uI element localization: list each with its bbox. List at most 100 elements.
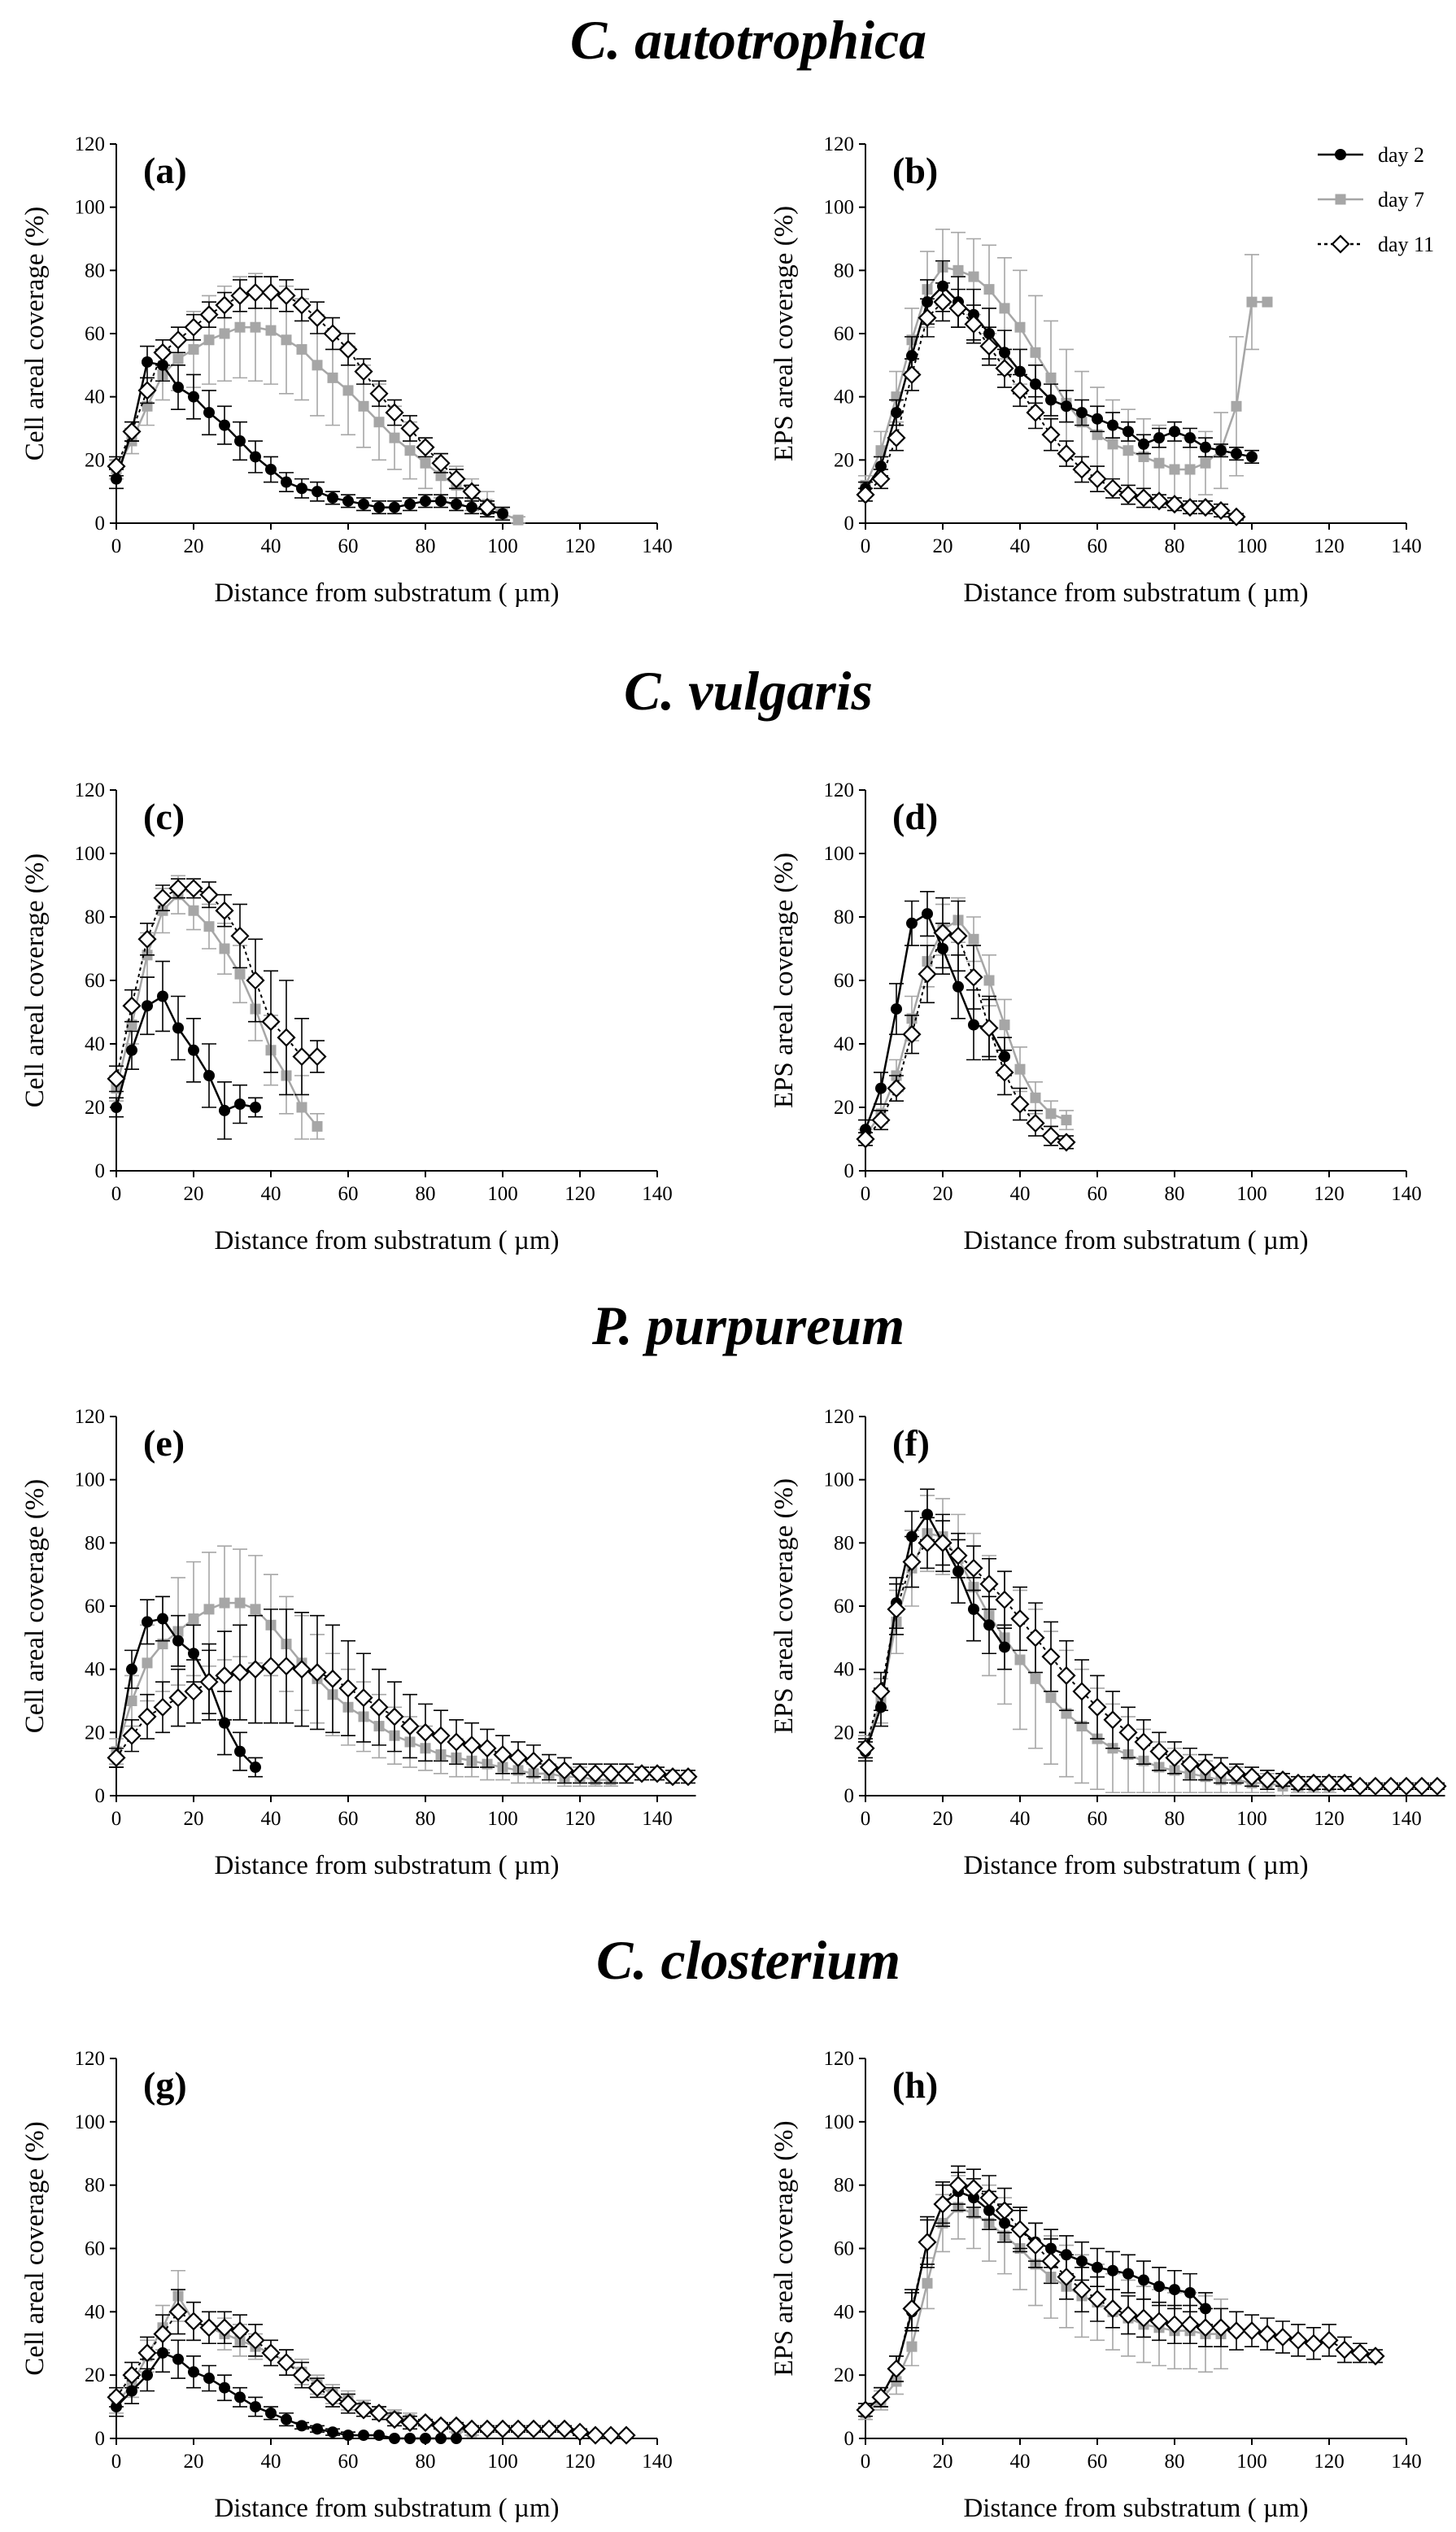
data-point	[219, 328, 230, 339]
data-point	[137, 1707, 157, 1727]
data-point	[875, 445, 887, 456]
x-tick-label: 20	[184, 1183, 204, 1205]
data-point	[292, 1660, 312, 1679]
data-point	[1103, 2298, 1123, 2318]
data-point	[327, 491, 338, 504]
data-point	[1227, 2321, 1246, 2341]
data-point	[524, 2419, 543, 2438]
data-point	[261, 2343, 281, 2363]
y-tick-label: 100	[824, 2111, 855, 2133]
data-point	[1026, 1628, 1045, 1648]
data-point	[1319, 1773, 1339, 1793]
data-point	[1184, 2286, 1196, 2298]
data-point	[107, 2387, 126, 2407]
x-tick-label: 60	[338, 535, 359, 557]
data-point	[856, 2400, 875, 2420]
data-point	[1366, 1776, 1385, 1796]
y-tick-label: 60	[85, 2238, 105, 2260]
data-point	[647, 1764, 667, 1783]
data-point	[968, 933, 979, 945]
series-day-11	[856, 282, 1246, 526]
data-point	[199, 1672, 219, 1692]
y-tick-label: 60	[834, 1596, 854, 1617]
data-point	[555, 2419, 574, 2438]
chart-panel-c: 0 20 40 60 80 100 120 0 20 40 60 80 100 120 140 Distanc…	[20, 779, 673, 1255]
data-point	[172, 2353, 184, 2365]
y-tick-label: 0	[95, 1160, 106, 1182]
x-tick-label: 20	[184, 1808, 204, 1830]
data-point	[948, 299, 968, 318]
data-point	[964, 967, 983, 987]
data-point	[948, 926, 968, 945]
data-point	[1088, 2290, 1107, 2309]
y-tick-label: 40	[834, 2301, 854, 2323]
data-point	[953, 980, 964, 993]
data-point	[107, 456, 126, 476]
data-point	[933, 292, 953, 312]
data-point	[230, 2321, 250, 2341]
data-point	[435, 495, 447, 507]
x-tick-label: 120	[1314, 535, 1345, 557]
data-point	[964, 2179, 983, 2198]
series-line	[115, 1617, 256, 1768]
data-point	[188, 1044, 199, 1056]
series-day-11	[107, 1609, 698, 1787]
x-tick-label: 100	[487, 535, 518, 557]
x-tick-label: 0	[111, 535, 122, 557]
data-point	[246, 2330, 265, 2350]
data-point	[168, 2302, 188, 2321]
data-point	[586, 2425, 605, 2445]
y-tick-label: 120	[824, 1406, 855, 1428]
x-tick-label: 20	[933, 535, 953, 557]
data-point	[1180, 498, 1200, 517]
y-tick-label: 0	[844, 513, 855, 535]
data-point	[1184, 464, 1196, 475]
data-point	[234, 321, 246, 333]
data-point	[400, 418, 420, 439]
data-point	[1428, 1776, 1447, 1796]
data-point	[250, 1604, 261, 1615]
data-point	[902, 1552, 922, 1572]
panel-label: (d)	[892, 796, 938, 837]
data-point	[219, 1104, 230, 1116]
x-tick-label: 0	[111, 1808, 122, 1830]
data-point	[122, 421, 142, 441]
data-point	[400, 1717, 420, 1736]
x-tick-label: 80	[416, 2451, 436, 2473]
x-tick-label: 140	[642, 1183, 673, 1205]
data-point	[922, 908, 933, 920]
data-point	[323, 2387, 342, 2407]
data-point	[968, 1019, 979, 1031]
data-point	[663, 1767, 682, 1787]
legend: day 2 day 7 day 11	[1318, 143, 1434, 256]
x-tick-label: 40	[261, 1183, 281, 1205]
data-point	[404, 445, 416, 456]
data-point	[856, 1739, 875, 1758]
data-point	[215, 901, 234, 920]
data-point	[1041, 1647, 1061, 1666]
data-point	[1045, 372, 1057, 383]
data-point	[338, 2394, 358, 2413]
y-tick-label: 60	[85, 970, 105, 992]
data-point	[875, 1082, 887, 1094]
data-point	[354, 1688, 373, 1708]
data-point	[1227, 1764, 1246, 1783]
legend-label: day 7	[1378, 188, 1424, 212]
data-point	[1242, 1767, 1262, 1787]
panel-label: (g)	[143, 2064, 187, 2106]
x-tick-label: 80	[416, 1183, 436, 1205]
data-point	[312, 2423, 323, 2435]
data-point	[188, 1613, 199, 1625]
series-day-11	[107, 2289, 636, 2445]
data-point	[420, 495, 431, 507]
data-point	[1335, 2340, 1354, 2360]
data-point	[111, 1102, 122, 1113]
data-point	[493, 2419, 512, 2438]
data-point	[203, 921, 215, 932]
legend-item-day-2: day 2	[1318, 143, 1424, 167]
data-point	[373, 2429, 385, 2442]
data-point	[1319, 2330, 1339, 2350]
data-point	[385, 403, 404, 422]
data-point	[1107, 419, 1118, 431]
data-point	[342, 495, 354, 507]
